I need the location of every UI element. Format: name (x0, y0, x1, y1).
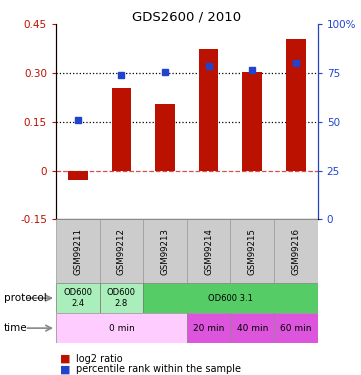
Text: 60 min: 60 min (280, 324, 312, 333)
Text: GSM99211: GSM99211 (73, 228, 82, 275)
Text: 0 min: 0 min (109, 324, 134, 333)
Bar (155, 104, 175, 171)
Text: GSM99215: GSM99215 (248, 228, 257, 275)
Bar (143, 283, 318, 313)
Text: GSM99213: GSM99213 (161, 228, 170, 275)
Text: GSM99214: GSM99214 (204, 228, 213, 275)
Bar (100, 219, 143, 283)
Title: GDS2600 / 2010: GDS2600 / 2010 (132, 10, 242, 23)
Text: percentile rank within the sample: percentile rank within the sample (76, 364, 241, 374)
Bar (187, 313, 230, 343)
Text: protocol: protocol (4, 293, 46, 303)
Text: ■: ■ (60, 364, 70, 374)
Bar (187, 219, 230, 283)
Text: GSM99212: GSM99212 (117, 228, 126, 275)
Text: GSM99216: GSM99216 (291, 228, 300, 275)
Bar (56, 283, 100, 313)
Bar (274, 219, 318, 283)
Bar (243, 72, 262, 171)
Text: log2 ratio: log2 ratio (76, 354, 122, 364)
Text: OD600 3.1: OD600 3.1 (208, 294, 253, 303)
Text: 40 min: 40 min (236, 324, 268, 333)
Bar (68, 171, 88, 180)
Bar (100, 283, 143, 313)
Bar (112, 88, 131, 171)
Text: time: time (4, 323, 27, 333)
Bar (143, 219, 187, 283)
Text: OD600
2.4: OD600 2.4 (63, 288, 92, 308)
Bar (230, 313, 274, 343)
Bar (286, 39, 306, 171)
Bar (56, 219, 100, 283)
Text: 20 min: 20 min (193, 324, 224, 333)
Bar (274, 313, 318, 343)
Bar (56, 313, 187, 343)
Bar (199, 49, 218, 171)
Text: ■: ■ (60, 354, 70, 364)
Bar (230, 219, 274, 283)
Text: OD600
2.8: OD600 2.8 (107, 288, 136, 308)
